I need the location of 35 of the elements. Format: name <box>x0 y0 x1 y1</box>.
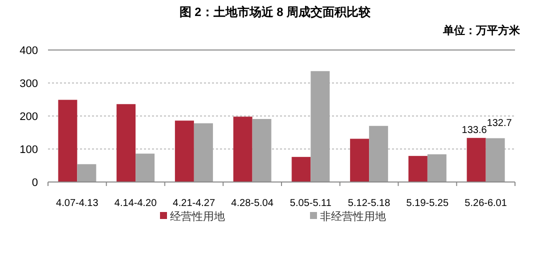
legend-label: 非经营性用地 <box>320 210 386 223</box>
x-tick-label: 4.21-4.27 <box>172 198 216 209</box>
bar <box>486 138 505 182</box>
x-tick-label: 4.07-4.13 <box>56 198 99 209</box>
bar <box>369 126 388 182</box>
x-tick-label: 5.19-5.25 <box>406 198 449 209</box>
y-tick-label: 0 <box>32 177 38 189</box>
chart-title: 图 2：土地市场近 8 周成交面积比较 <box>179 5 372 19</box>
x-tick-label: 5.26-6.01 <box>464 198 508 209</box>
x-tick-label: 4.14-4.20 <box>114 198 158 209</box>
data-label: 133.6 <box>462 124 488 136</box>
bar <box>136 154 155 182</box>
bar <box>408 156 428 182</box>
x-tick-label: 4.28-5.04 <box>231 198 274 209</box>
x-tick-label: 5.05-5.11 <box>290 198 332 209</box>
bar <box>116 104 136 182</box>
data-label: 132.7 <box>486 118 512 130</box>
bar <box>466 138 486 182</box>
bar <box>292 156 311 182</box>
bar <box>58 100 78 182</box>
text: 单位：万平方米 <box>442 24 521 37</box>
y-tick-label: 400 <box>20 45 38 57</box>
bar <box>350 138 370 182</box>
y-tick-label: 100 <box>20 144 38 156</box>
bar <box>194 123 213 182</box>
bar <box>233 116 252 182</box>
bar <box>252 118 272 182</box>
bar <box>174 120 194 182</box>
bar <box>77 164 96 182</box>
y-tick-label: 300 <box>20 78 38 90</box>
bar <box>310 71 330 182</box>
y-tick-label: 200 <box>20 111 38 123</box>
legend-label: 经营性用地 <box>170 210 225 223</box>
bar <box>427 154 446 182</box>
x-tick-label: 5.12-5.18 <box>348 198 391 209</box>
